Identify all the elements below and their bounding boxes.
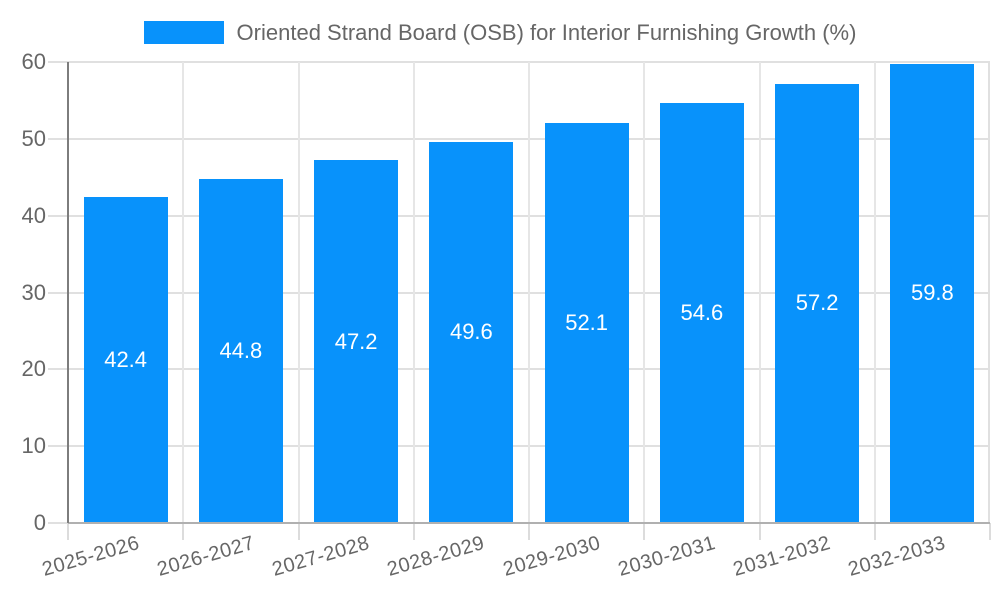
x-axis-tick	[758, 523, 761, 540]
legend-label: Oriented Strand Board (OSB) for Interior…	[236, 19, 857, 45]
bar-value-label: 44.8	[219, 337, 263, 363]
v-gridline	[758, 62, 761, 523]
x-axis-tick	[412, 523, 415, 540]
y-tick-label: 40	[21, 202, 46, 228]
bar: 47.2	[314, 160, 399, 523]
v-gridline	[873, 62, 876, 523]
y-axis-tick	[48, 445, 68, 448]
bar-value-label: 57.2	[795, 290, 839, 316]
x-axis-tick	[989, 523, 991, 540]
bar-value-label: 49.6	[449, 319, 493, 345]
y-tick-label: 30	[21, 279, 46, 305]
y-axis-tick	[48, 214, 68, 217]
bar: 52.1	[544, 122, 629, 523]
chart-legend: Oriented Strand Board (OSB) for Interior…	[0, 20, 1000, 45]
x-axis-tick	[873, 523, 876, 540]
y-tick-label: 20	[21, 356, 46, 382]
y-tick-label: 50	[21, 125, 46, 151]
x-axis-tick	[297, 523, 300, 540]
x-axis-tick	[643, 523, 646, 540]
bar: 42.4	[83, 197, 168, 523]
bar-value-label: 59.8	[910, 280, 954, 306]
y-axis-tick	[48, 522, 68, 524]
y-axis-tick	[48, 368, 68, 371]
bar-value-label: 42.4	[104, 347, 148, 373]
v-gridline	[297, 62, 300, 523]
x-axis-tick	[67, 523, 69, 540]
x-axis-line	[68, 522, 990, 524]
bar-value-label: 54.6	[680, 300, 724, 326]
bar: 59.8	[890, 63, 975, 523]
bar-value-label: 52.1	[565, 309, 609, 335]
v-gridline	[182, 62, 185, 523]
bar: 44.8	[198, 178, 283, 523]
y-axis-tick	[48, 291, 68, 294]
y-axis-tick	[48, 61, 68, 63]
y-tick-label: 10	[21, 433, 46, 459]
y-tick-label: 60	[21, 49, 46, 74]
y-axis-line	[67, 62, 69, 523]
plot-right-border	[988, 62, 990, 523]
v-gridline	[528, 62, 530, 523]
legend-swatch	[143, 21, 224, 44]
y-tick-label: 0	[33, 510, 46, 535]
bar: 54.6	[659, 103, 744, 523]
bar-value-label: 47.2	[334, 328, 378, 354]
bar: 57.2	[775, 83, 860, 523]
y-axis-tick	[48, 137, 68, 140]
bar: 49.6	[429, 141, 514, 523]
x-axis-tick	[182, 523, 185, 540]
x-axis-tick	[528, 523, 530, 540]
v-gridline	[643, 62, 646, 523]
v-gridline	[412, 62, 415, 523]
